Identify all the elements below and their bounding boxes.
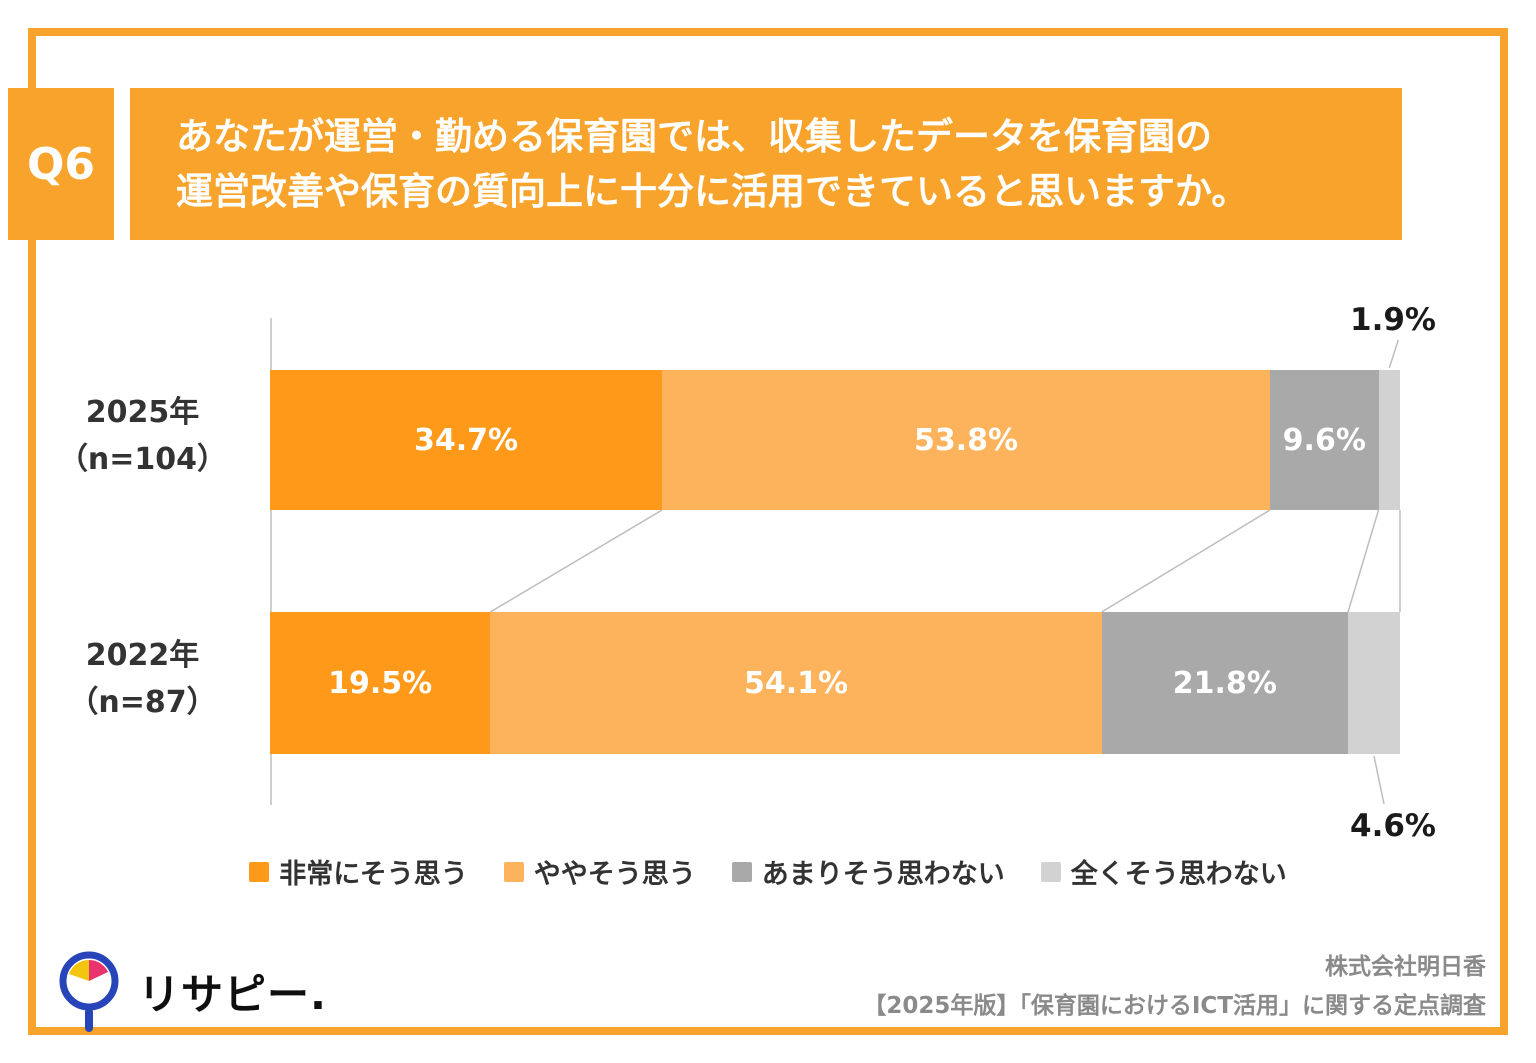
source-attribution: 株式会社明日香 【2025年版】「保育園におけるICT活用」に関する定点調査 bbox=[863, 948, 1486, 1026]
y-axis-line bbox=[270, 318, 272, 805]
legend-swatch bbox=[503, 861, 524, 882]
row-sample-size-label: （n=104） bbox=[57, 441, 228, 477]
legend-label: ややそう思う bbox=[533, 859, 696, 890]
row-sample-size-label: （n=87） bbox=[68, 684, 217, 720]
callout-label: 4.6% bbox=[1350, 808, 1436, 844]
callout-label: 1.9% bbox=[1350, 302, 1436, 338]
segment-value-label: 19.5% bbox=[328, 665, 433, 701]
segment-value-label: 53.8% bbox=[914, 422, 1019, 458]
row-label-2025: 2025年 （n=104） bbox=[30, 390, 255, 483]
bar-segment bbox=[1348, 612, 1400, 754]
bar-segment bbox=[1378, 370, 1400, 510]
bar-segment: 19.5% bbox=[270, 612, 491, 754]
bar-segment: 34.7% bbox=[270, 370, 663, 510]
legend-item: あまりそう思わない bbox=[731, 852, 1005, 891]
segment-value-label: 54.1% bbox=[743, 665, 849, 701]
legend-swatch bbox=[249, 861, 270, 882]
segment-value-label: 34.7% bbox=[414, 422, 519, 458]
question-number-badge: Q6 bbox=[8, 88, 114, 240]
segment-value-label: 9.6% bbox=[1282, 422, 1366, 458]
bar-segment: 9.6% bbox=[1270, 370, 1379, 510]
legend-swatch bbox=[1040, 861, 1061, 882]
legend-label: 非常にそう思う bbox=[279, 859, 468, 890]
brand-logo-icon bbox=[59, 951, 119, 1032]
question-number-label: Q6 bbox=[26, 138, 96, 190]
bar-segment: 53.8% bbox=[662, 370, 1271, 510]
row-label-2022: 2022年 （n=87） bbox=[30, 633, 255, 726]
legend-item: ややそう思う bbox=[503, 852, 696, 891]
source-line1: 株式会社明日香 bbox=[1325, 954, 1486, 980]
question-text-box: あなたが運営・勤める保育園では、収集したデータを保育園の 運営改善や保育の質向上… bbox=[130, 88, 1402, 240]
legend-item: 全くそう思わない bbox=[1040, 852, 1287, 891]
legend: 非常にそう思う ややそう思う あまりそう思わない 全くそう思わない bbox=[0, 852, 1536, 891]
legend-item: 非常にそう思う bbox=[249, 852, 468, 891]
bar-segment: 21.8% bbox=[1101, 612, 1348, 754]
chart-area: 2025年 （n=104） 34.7% 53.8% 9.6% 2022年 （n=87） 19.… bbox=[0, 290, 1536, 860]
legend-label: あまりそう思わない bbox=[761, 859, 1005, 890]
bar-segment: 54.1% bbox=[490, 612, 1102, 754]
segment-value-label: 21.8% bbox=[1172, 665, 1277, 701]
source-line2: 【2025年版】「保育園におけるICT活用」に関する定点調査 bbox=[863, 993, 1486, 1020]
brand-name: リサピー. bbox=[138, 969, 327, 1019]
brand-logo: リサピー. bbox=[52, 948, 327, 1034]
stacked-bar-row-1: 19.5% 54.1% 21.8% bbox=[270, 612, 1400, 754]
row-year-label: 2025年 bbox=[85, 395, 200, 430]
legend-label: 全くそう思わない bbox=[1070, 859, 1287, 890]
question-text-line1: あなたが運営・勤める保育園では、収集したデータを保育園の bbox=[176, 114, 1212, 158]
legend-swatch bbox=[731, 861, 752, 882]
question-text-line2: 運営改善や保育の質向上に十分に活用できていると思いますか。 bbox=[176, 170, 1249, 213]
stacked-bar-row-0: 34.7% 53.8% 9.6% bbox=[270, 370, 1400, 510]
row-year-label: 2022年 bbox=[85, 638, 200, 673]
